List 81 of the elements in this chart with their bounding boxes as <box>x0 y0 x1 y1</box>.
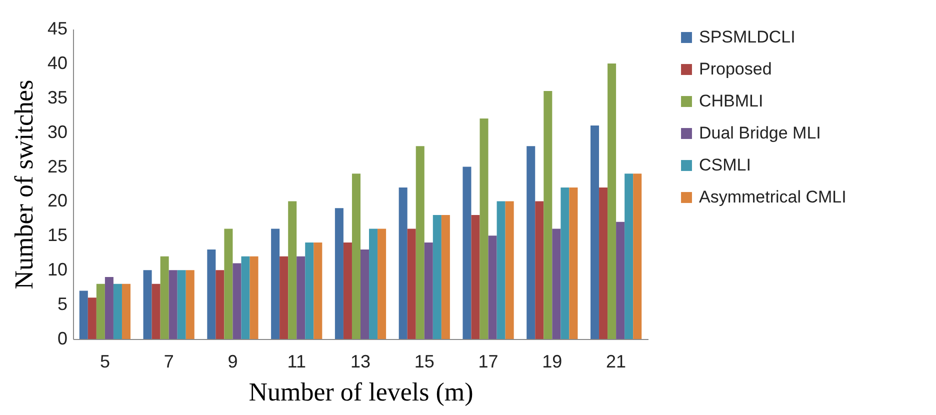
y-tick-label: 15 <box>47 225 68 246</box>
bar <box>471 215 480 339</box>
bar <box>224 228 233 339</box>
bar <box>343 242 352 339</box>
bar <box>88 298 96 339</box>
x-tick-label: 17 <box>478 352 498 372</box>
bar <box>552 228 561 339</box>
bar <box>480 118 488 339</box>
bar <box>271 228 280 339</box>
bar <box>505 201 514 339</box>
bar <box>360 249 370 339</box>
bar <box>378 228 386 339</box>
bar <box>96 284 105 339</box>
bar <box>599 187 608 339</box>
y-tick-label: 45 <box>47 18 68 38</box>
bar <box>305 242 314 339</box>
legend-label: Proposed <box>699 60 772 78</box>
bar <box>616 222 625 339</box>
legend-label: SPSMLDCLI <box>699 28 796 46</box>
bar <box>186 270 194 339</box>
x-tick-label: 13 <box>350 352 371 372</box>
bar <box>104 277 114 339</box>
bar <box>122 284 130 339</box>
bar <box>526 146 536 339</box>
y-tick-label: 40 <box>47 52 68 73</box>
bar <box>407 228 416 339</box>
x-tick-label: 21 <box>606 352 626 372</box>
bar <box>441 215 450 339</box>
bar <box>288 201 297 339</box>
bar <box>241 256 250 339</box>
bar <box>232 263 242 339</box>
bar <box>624 174 634 339</box>
bar <box>280 256 288 339</box>
bar <box>416 146 424 339</box>
x-tick-label: 15 <box>414 352 434 372</box>
legend-label: CSMLI <box>699 156 751 174</box>
bar <box>535 201 544 339</box>
y-tick-label: 30 <box>47 122 68 142</box>
bar <box>113 284 122 339</box>
bar <box>352 174 360 339</box>
bar <box>398 187 408 339</box>
bar <box>160 256 169 339</box>
x-axis-title: Number of levels (m) <box>248 378 474 406</box>
bar <box>314 242 322 339</box>
legend-label: Asymmetrical CMLI <box>699 188 846 206</box>
x-tick-label: 5 <box>100 352 110 372</box>
y-tick-label: 25 <box>47 156 68 176</box>
bar <box>488 236 497 339</box>
bar <box>250 256 258 339</box>
y-tick-label: 10 <box>47 260 68 280</box>
bar <box>608 63 616 339</box>
y-tick-label: 0 <box>57 328 68 348</box>
x-tick-label: 7 <box>164 352 174 372</box>
bar <box>496 201 506 339</box>
bar <box>334 208 344 339</box>
bar <box>590 125 600 339</box>
x-tick-label: 9 <box>228 352 238 372</box>
bar <box>207 249 216 339</box>
y-tick-label: 5 <box>57 294 68 314</box>
bar <box>424 242 433 339</box>
bar <box>143 270 152 339</box>
y-axis-title: Number of switches <box>9 80 38 290</box>
bar <box>168 270 178 339</box>
bar <box>79 290 88 339</box>
bar <box>569 187 578 339</box>
bar <box>432 215 442 339</box>
legend-label: CHBMLI <box>699 92 764 110</box>
bar <box>633 174 642 339</box>
bar <box>369 228 378 339</box>
bar <box>560 187 570 339</box>
bar <box>216 270 224 339</box>
bar <box>152 284 160 339</box>
bar <box>296 256 306 339</box>
bar <box>544 91 552 339</box>
bar <box>177 270 186 339</box>
x-tick-label: 19 <box>542 352 562 372</box>
y-tick-label: 35 <box>47 87 68 108</box>
bar <box>462 166 472 339</box>
x-tick-label: 11 <box>287 352 306 372</box>
y-tick-label: 20 <box>47 190 68 211</box>
legend-label: Dual Bridge MLI <box>699 124 821 142</box>
